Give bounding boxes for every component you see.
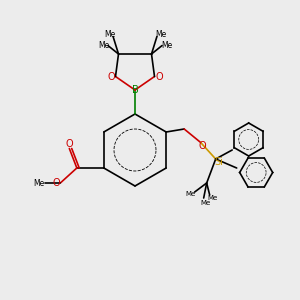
Text: Me: Me <box>208 195 218 201</box>
Text: O: O <box>155 71 163 82</box>
Text: Me: Me <box>34 178 45 188</box>
Text: O: O <box>198 140 206 151</box>
Text: O: O <box>65 139 73 149</box>
Text: O: O <box>52 178 60 188</box>
Text: Si: Si <box>214 157 223 167</box>
Text: Me: Me <box>185 190 195 196</box>
Text: O: O <box>107 71 115 82</box>
Text: Me: Me <box>104 30 115 39</box>
Text: Me: Me <box>200 200 210 206</box>
Text: Me: Me <box>98 40 109 50</box>
Text: Me: Me <box>161 40 172 50</box>
Text: Me: Me <box>155 30 166 39</box>
Text: B: B <box>132 85 138 95</box>
